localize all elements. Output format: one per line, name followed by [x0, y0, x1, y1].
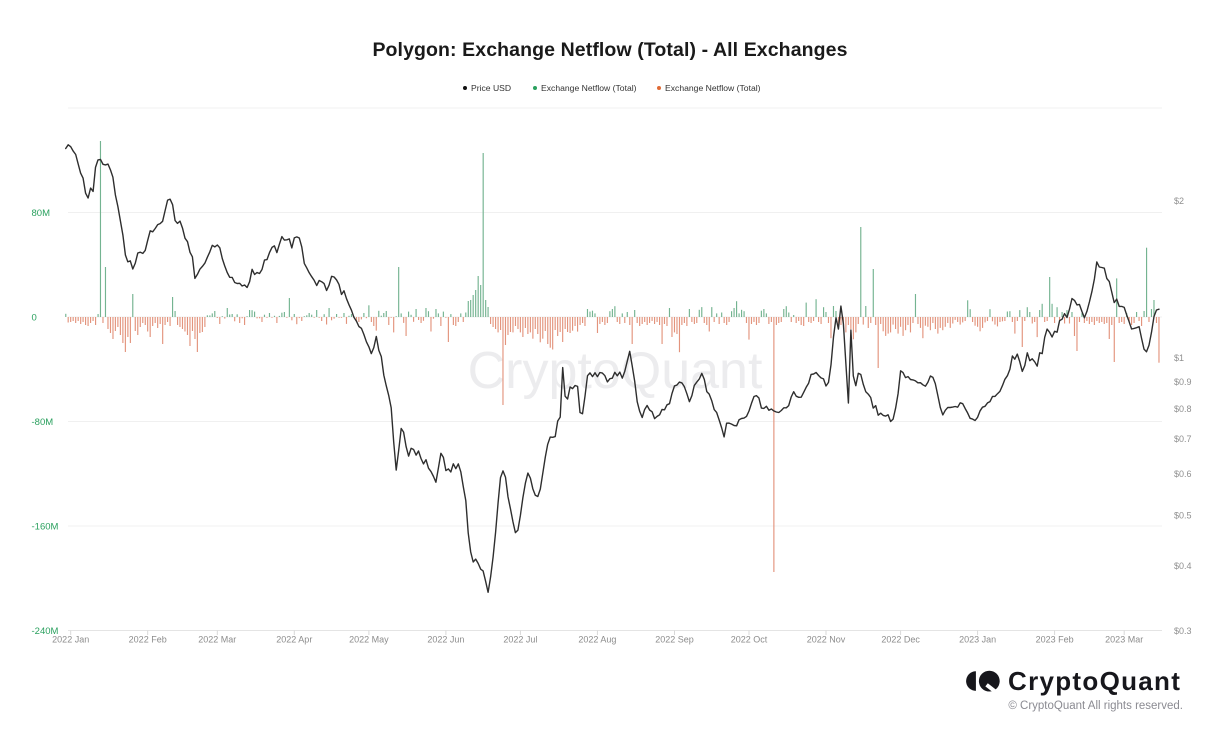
svg-text:-160M: -160M: [32, 521, 59, 532]
svg-text:$0.6: $0.6: [1174, 469, 1192, 479]
svg-text:2022 Jul: 2022 Jul: [503, 635, 537, 645]
svg-text:$0.7: $0.7: [1174, 434, 1192, 444]
svg-text:$0.4: $0.4: [1174, 561, 1192, 571]
svg-text:2022 Sep: 2022 Sep: [655, 635, 694, 645]
svg-text:2022 Mar: 2022 Mar: [198, 635, 236, 645]
svg-text:2022 Apr: 2022 Apr: [276, 635, 312, 645]
svg-text:CryptoQuant: CryptoQuant: [468, 342, 763, 400]
svg-text:2023 Mar: 2023 Mar: [1105, 635, 1143, 645]
svg-text:2022 Dec: 2022 Dec: [881, 635, 920, 645]
svg-text:2022 Oct: 2022 Oct: [731, 635, 768, 645]
svg-text:-80M: -80M: [32, 417, 54, 428]
svg-text:2023 Jan: 2023 Jan: [959, 635, 996, 645]
svg-text:$0.5: $0.5: [1174, 510, 1192, 520]
svg-text:2022 Jun: 2022 Jun: [427, 635, 464, 645]
svg-text:0: 0: [32, 312, 37, 323]
svg-text:$0.8: $0.8: [1174, 404, 1192, 414]
svg-text:$0.9: $0.9: [1174, 377, 1192, 387]
svg-text:2022 Feb: 2022 Feb: [129, 635, 167, 645]
svg-text:80M: 80M: [32, 208, 51, 219]
svg-text:$0.3: $0.3: [1174, 626, 1192, 636]
svg-text:2023 Feb: 2023 Feb: [1036, 635, 1074, 645]
svg-text:$2: $2: [1174, 196, 1184, 206]
svg-text:-240M: -240M: [32, 626, 59, 637]
svg-text:2022 Nov: 2022 Nov: [807, 635, 846, 645]
svg-text:$1: $1: [1174, 353, 1184, 363]
svg-text:2022 Jan: 2022 Jan: [52, 635, 89, 645]
svg-text:2022 Aug: 2022 Aug: [578, 635, 616, 645]
svg-text:2022 May: 2022 May: [349, 635, 389, 645]
